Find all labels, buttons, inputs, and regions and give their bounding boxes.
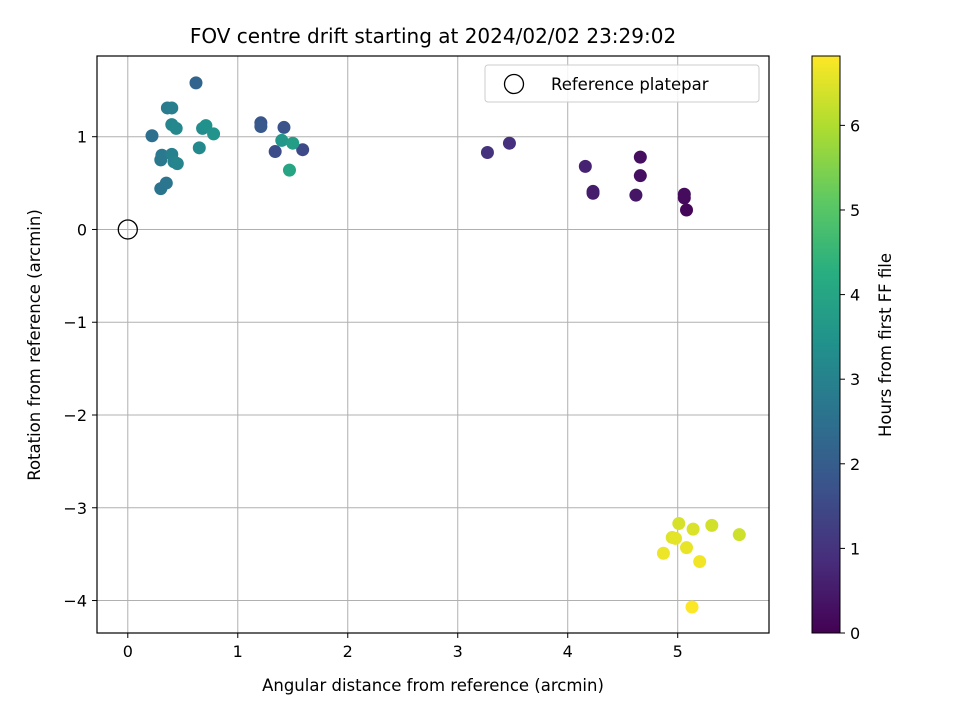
reference-platepar-marker	[117, 219, 138, 240]
colorbar-tick-label: 6	[850, 116, 860, 135]
colorbar: 0 1 2 3 4 5 6 Hours from first FF file	[811, 55, 895, 643]
y-tick-label: −4	[63, 592, 87, 611]
data-point-3	[633, 150, 647, 164]
data-point-2	[677, 187, 691, 201]
data-point-28	[169, 121, 183, 135]
grid	[97, 56, 769, 633]
data-point-8	[578, 159, 592, 173]
y-axis-label: Rotation from reference (arcmin)	[25, 209, 44, 481]
data-point-26	[170, 157, 184, 171]
data-point-4	[633, 169, 647, 183]
data-point-36	[732, 528, 746, 542]
colorbar-ticks: 0 1 2 3 4 5 6	[840, 116, 860, 643]
data-point-15	[254, 120, 268, 134]
data-point-23	[165, 101, 179, 115]
data-point-13	[277, 120, 291, 134]
colorbar-tick-label: 5	[850, 201, 860, 220]
plot-area	[97, 56, 769, 633]
colorbar-tick-label: 3	[850, 370, 860, 389]
data-point-10	[480, 145, 494, 159]
chart-title: FOV centre drift starting at 2024/02/02 …	[190, 24, 676, 48]
data-point-39	[686, 522, 700, 536]
y-tick-label: −2	[63, 406, 87, 425]
colorbar-label: Hours from first FF file	[876, 253, 895, 437]
x-axis-label: Angular distance from reference (arcmin)	[262, 676, 604, 695]
data-point-38	[672, 517, 686, 531]
data-point-32	[207, 127, 221, 141]
data-point-43	[656, 546, 670, 560]
data-point-41	[669, 531, 683, 545]
data-point-17	[145, 129, 159, 143]
data-point-44	[693, 555, 707, 569]
colorbar-tick-label: 4	[850, 286, 860, 305]
data-point-33	[275, 133, 289, 147]
y-tick-label: 0	[77, 220, 87, 239]
data-point-35	[282, 163, 296, 177]
data-point-7	[586, 184, 600, 198]
x-tick-label: 4	[563, 642, 573, 661]
data-point-21	[155, 148, 169, 162]
colorbar-tick-label: 2	[850, 455, 860, 474]
x-axis-ticks: 0 1 2 3 4 5	[123, 633, 683, 661]
y-tick-label: 1	[77, 128, 87, 147]
x-tick-label: 1	[233, 642, 243, 661]
data-point-0	[680, 203, 694, 217]
data-point-34	[286, 136, 300, 150]
x-tick-label: 2	[343, 642, 353, 661]
legend: Reference platepar	[484, 64, 760, 103]
data-point-19	[159, 176, 173, 190]
data-point-45	[685, 600, 699, 614]
data-point-12	[268, 145, 282, 159]
legend-marker-reference	[503, 73, 525, 95]
plot-frame	[96, 55, 770, 634]
data-point-29	[192, 141, 206, 155]
y-tick-label: −3	[63, 499, 87, 518]
reference-marker	[117, 219, 138, 240]
data-point-11	[296, 143, 310, 157]
data-point-16	[189, 76, 203, 90]
data-point-9	[502, 136, 516, 150]
x-tick-label: 0	[123, 642, 133, 661]
x-tick-label: 5	[673, 642, 683, 661]
data-point-5	[629, 188, 643, 202]
data-point-31	[199, 119, 213, 133]
data-point-37	[705, 518, 719, 532]
colorbar-gradient	[811, 55, 841, 634]
x-tick-label: 3	[453, 642, 463, 661]
colorbar-tick-label: 1	[850, 539, 860, 558]
colorbar-tick-label: 0	[850, 624, 860, 643]
legend-box	[484, 64, 760, 103]
legend-entry-reference: Reference platepar	[551, 75, 709, 94]
y-axis-ticks: −4 −3 −2 −1 0 1	[63, 128, 97, 611]
data-points	[145, 76, 746, 614]
data-point-42	[680, 541, 694, 555]
y-tick-label: −1	[63, 313, 87, 332]
